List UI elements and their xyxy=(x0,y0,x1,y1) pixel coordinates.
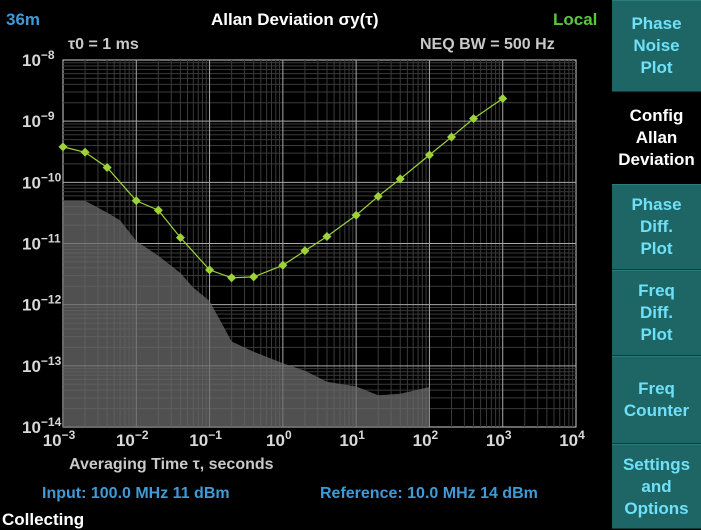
softkey-label: Freq xyxy=(612,280,701,302)
y-tick-label: 10−12 xyxy=(22,293,62,315)
softkey-label: Allan xyxy=(612,127,701,149)
softkey-label: Deviation xyxy=(612,149,701,171)
softkey-label: Options xyxy=(612,498,701,520)
neq-bandwidth-label: NEQ BW = 500 Hz xyxy=(420,36,555,54)
softkey-panel: Phase Noise Plot Config Allan Deviation … xyxy=(612,0,701,529)
y-tick-label: 10−8 xyxy=(22,48,55,70)
settings-and-options-button[interactable]: Settings and Options xyxy=(612,444,701,529)
x-tick-labels: 10−3 10−2 10−1 100 101 102 103 104 xyxy=(43,428,585,450)
x-tick-label: 101 xyxy=(339,428,365,450)
softkey-label: Phase xyxy=(612,194,701,216)
softkey-label: Diff. xyxy=(612,216,701,238)
freq-counter-button[interactable]: Freq Counter xyxy=(612,356,701,444)
x-tick-label: 104 xyxy=(559,428,585,450)
softkey-label: Plot xyxy=(612,238,701,260)
x-tick-label: 10−1 xyxy=(189,428,222,450)
phase-noise-plot-button[interactable]: Phase Noise Plot xyxy=(612,0,701,92)
x-tick-label: 102 xyxy=(413,428,439,450)
x-tick-label: 103 xyxy=(486,428,512,450)
y-tick-label: 10−10 xyxy=(22,170,62,192)
config-allan-deviation-button[interactable]: Config Allan Deviation xyxy=(612,92,701,184)
allan-deviation-plot: 10−3 10−2 10−1 100 101 102 103 104 10−8 10−9 10−1… xyxy=(0,0,612,480)
x-axis-label: Averaging Time τ, seconds xyxy=(69,456,274,474)
softkey-label: Noise xyxy=(612,35,701,57)
y-tick-label: 10−13 xyxy=(22,354,62,376)
y-tick-label: 10−11 xyxy=(22,232,61,254)
softkey-label: and xyxy=(612,476,701,498)
x-tick-label: 10−3 xyxy=(43,428,76,450)
softkey-label: Phase xyxy=(612,13,701,35)
softkey-label: Config xyxy=(612,105,701,127)
softkey-label: Diff. xyxy=(612,302,701,324)
x-tick-label: 100 xyxy=(266,428,292,450)
softkey-label: Counter xyxy=(612,400,701,422)
status-text: Collecting xyxy=(2,510,84,530)
softkey-label: Plot xyxy=(612,324,701,346)
freq-diff-plot-button[interactable]: Freq Diff. Plot xyxy=(612,270,701,356)
reference-signal-info: Reference: 10.0 MHz 14 dBm xyxy=(320,485,538,503)
softkey-label: Plot xyxy=(612,57,701,79)
x-tick-label: 10−2 xyxy=(116,428,149,450)
input-signal-info: Input: 100.0 MHz 11 dBm xyxy=(42,485,230,503)
softkey-label: Freq xyxy=(612,378,701,400)
phase-diff-plot-button[interactable]: Phase Diff. Plot xyxy=(612,184,701,270)
tau0-label: τ0 = 1 ms xyxy=(68,36,139,54)
y-tick-label: 10−9 xyxy=(22,109,55,131)
softkey-label: Settings xyxy=(612,454,701,476)
